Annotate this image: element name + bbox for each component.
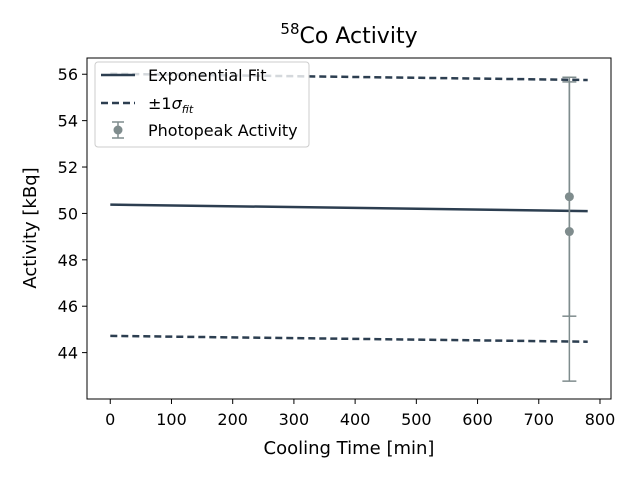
title-main: Co Activity <box>300 24 418 49</box>
legend-label-photopeak: Photopeak Activity <box>148 121 298 140</box>
y-tick-label-44: 44 <box>58 344 78 363</box>
x-tick-label-500: 500 <box>401 410 432 429</box>
x-tick-label-600: 600 <box>462 410 493 429</box>
y-tick-label-54: 54 <box>58 112 78 131</box>
data-point-0 <box>564 192 574 202</box>
legend-label-sigma: ±1σfit <box>148 94 194 116</box>
legend-box <box>94 61 310 148</box>
x-tick-label-700: 700 <box>523 410 554 429</box>
x-tick-label-300: 300 <box>279 410 310 429</box>
series-line-0 <box>110 203 588 213</box>
x-tick-label-0: 0 <box>105 410 115 429</box>
x-tick-label-400: 400 <box>340 410 371 429</box>
y-tick-label-52: 52 <box>58 158 78 177</box>
legend-sigma-prefix: ±1 <box>148 94 172 113</box>
series-line-2 <box>110 334 588 343</box>
x-tick-label-200: 200 <box>217 410 248 429</box>
y-tick-label-48: 48 <box>58 251 78 270</box>
y-tick-label-46: 46 <box>58 297 78 316</box>
x-axis: 0 100 200 300 400 500 600 700 800 <box>105 399 615 429</box>
x-tick-label-800: 800 <box>585 410 616 429</box>
legend: Exponential Fit ±1σfit Photopeak Activit… <box>94 61 310 148</box>
y-axis: 44 46 48 50 52 54 56 <box>58 65 87 363</box>
y-axis-label: Activity [kBq] <box>20 167 41 288</box>
legend-label-fit: Exponential Fit <box>148 66 266 85</box>
x-tick-label-100: 100 <box>156 410 187 429</box>
x-axis-label: Cooling Time [min] <box>264 438 435 459</box>
chart-title: 58Co Activity <box>280 20 417 49</box>
y-tick-label-56: 56 <box>58 65 78 84</box>
title-superscript: 58 <box>280 20 299 38</box>
y-tick-label-50: 50 <box>58 204 78 223</box>
data-point-1 <box>564 227 574 237</box>
legend-errorbar-marker <box>113 125 123 135</box>
legend-sigma-symbol: σ <box>172 94 183 113</box>
legend-sigma-subscript: fit <box>182 103 194 116</box>
plot-frame <box>86 57 612 400</box>
